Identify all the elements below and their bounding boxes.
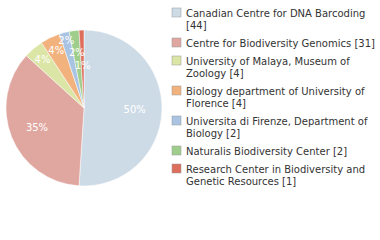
- legend-label: Naturalis Biodiversity Center [2]: [186, 146, 347, 157]
- legend-swatch: [172, 116, 181, 125]
- legend-swatch: [172, 164, 181, 173]
- legend-swatch: [172, 8, 181, 17]
- legend-label: Centre for Biodiversity Genomics [31]: [186, 38, 375, 49]
- data-label: 1%: [75, 60, 91, 71]
- data-label: 2%: [69, 47, 85, 58]
- pie-slice: [79, 30, 162, 186]
- legend-swatch: [172, 146, 181, 155]
- data-label: 35%: [26, 122, 48, 133]
- data-labels: 50%35%4%4%2%2%1%: [26, 35, 146, 133]
- legend-label: University of Malaya, Museum ofZoology […: [186, 56, 350, 79]
- legend-label: Canadian Centre for DNA Barcoding[44]: [186, 8, 365, 31]
- data-label: 4%: [48, 45, 64, 56]
- legend: Canadian Centre for DNA Barcoding[44] Cen…: [172, 8, 375, 187]
- legend-label: Biology department of University ofFlore…: [186, 86, 365, 109]
- legend-swatch: [172, 86, 181, 95]
- pie: [6, 30, 162, 186]
- chart: 50%35%4%4%2%2%1%Canadian Centre for DNA …: [0, 0, 380, 240]
- legend-label: Universita di Firenze, Department ofBiol…: [186, 116, 368, 139]
- legend-label: Research Center in Biodiversity andGenet…: [186, 164, 365, 187]
- data-label: 50%: [124, 104, 146, 115]
- data-label: 2%: [58, 35, 74, 46]
- legend-swatch: [172, 38, 181, 47]
- legend-swatch: [172, 56, 181, 65]
